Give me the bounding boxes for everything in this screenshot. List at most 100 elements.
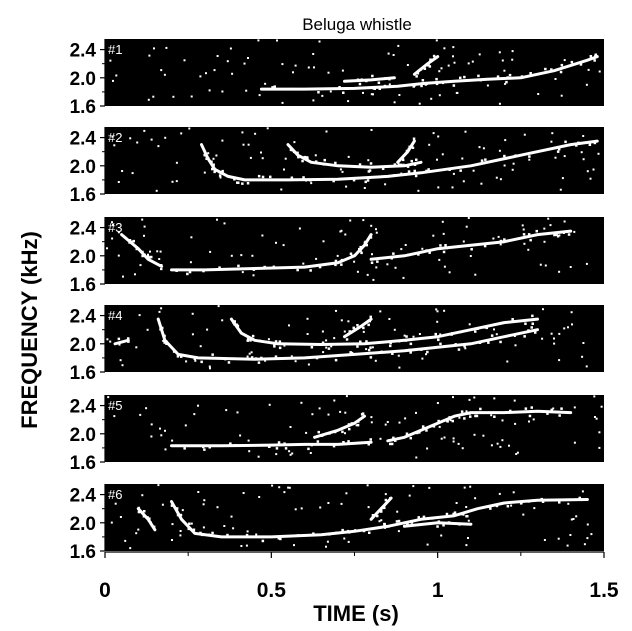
- trace-speck: [389, 442, 392, 446]
- noise-speck: [326, 540, 329, 543]
- noise-speck: [397, 354, 400, 357]
- noise-speck: [523, 242, 526, 245]
- trace-speck: [367, 323, 370, 327]
- noise-speck: [467, 519, 470, 522]
- noise-speck: [160, 69, 163, 72]
- noise-speck: [283, 491, 286, 494]
- noise-speck: [513, 335, 516, 337]
- trace-speck: [432, 425, 436, 428]
- noise-speck: [498, 51, 501, 54]
- trace-speck: [202, 445, 205, 449]
- trace-speck: [418, 431, 421, 434]
- noise-speck: [239, 434, 242, 437]
- trace-speck: [546, 412, 549, 415]
- noise-speck: [573, 230, 576, 233]
- noise-speck: [143, 234, 145, 237]
- trace-speck: [369, 356, 373, 359]
- noise-speck: [501, 439, 504, 442]
- x-axis: 0 0.5 1 1.5: [99, 551, 619, 602]
- trace-speck: [384, 498, 388, 502]
- trace-speck: [407, 147, 411, 151]
- noise-speck: [457, 442, 460, 445]
- y-tick-label: 1.6: [70, 97, 96, 118]
- noise-speck: [241, 271, 244, 274]
- y-tick-label: 1.6: [70, 275, 96, 296]
- noise-speck: [330, 345, 333, 348]
- noise-speck: [216, 55, 219, 57]
- noise-speck: [426, 543, 429, 546]
- trace-speck: [556, 150, 560, 153]
- noise-speck: [206, 328, 209, 331]
- noise-speck: [314, 154, 317, 157]
- noise-speck: [141, 218, 144, 221]
- noise-speck: [388, 318, 391, 320]
- noise-speck: [254, 132, 257, 135]
- noise-speck: [260, 151, 262, 154]
- trace-speck: [407, 253, 410, 257]
- noise-speck: [398, 94, 401, 96]
- noise-speck: [148, 54, 151, 57]
- trace-speck: [200, 360, 203, 364]
- trace-speck: [529, 72, 532, 75]
- trace-speck: [550, 408, 553, 412]
- noise-speck: [452, 440, 455, 443]
- trace-speck: [334, 358, 338, 362]
- trace-speck: [458, 523, 461, 526]
- trace-speck: [486, 505, 490, 508]
- spectrogram-panel-1: 1.6 2.0 2.4 #1: [70, 39, 604, 118]
- trace-speck: [476, 327, 479, 330]
- noise-speck: [537, 93, 540, 95]
- trace-speck: [444, 244, 447, 247]
- noise-speck: [298, 227, 301, 230]
- noise-speck: [379, 310, 382, 313]
- trace-speck: [278, 346, 282, 350]
- trace-speck: [369, 346, 372, 349]
- trace-speck: [392, 252, 395, 255]
- trace-speck: [459, 330, 462, 334]
- noise-speck: [325, 339, 328, 342]
- trace-speck: [425, 429, 428, 432]
- trace-speck: [152, 525, 156, 529]
- y-tick-label: 2.4: [70, 486, 97, 507]
- trace-speck: [321, 341, 325, 344]
- x-tick-label: 0.5: [257, 579, 287, 602]
- noise-speck: [147, 98, 150, 101]
- noise-speck: [171, 439, 174, 442]
- noise-speck: [473, 396, 476, 399]
- trace-speck: [520, 75, 524, 78]
- noise-speck: [514, 422, 517, 425]
- trace-speck: [277, 441, 281, 444]
- trace-speck: [499, 340, 502, 344]
- noise-speck: [310, 182, 313, 185]
- trace-speck: [161, 326, 164, 330]
- noise-speck: [225, 409, 228, 412]
- spectrogram-panel-2: 1.6 2.0 2.4 #2: [70, 127, 604, 206]
- noise-speck: [318, 407, 321, 410]
- trace-speck: [187, 527, 190, 531]
- noise-speck: [547, 217, 550, 220]
- noise-speck: [264, 359, 267, 362]
- noise-speck: [164, 136, 167, 139]
- noise-speck: [563, 155, 566, 158]
- noise-speck: [467, 62, 470, 65]
- trace-speck: [128, 241, 131, 244]
- trace-speck: [328, 432, 331, 435]
- trace-speck: [201, 533, 204, 537]
- noise-speck: [216, 218, 218, 221]
- noise-speck: [347, 155, 350, 158]
- y-tick-label: 2.4: [70, 129, 97, 150]
- trace-speck: [175, 507, 179, 510]
- trace-speck: [558, 501, 561, 504]
- trace-speck: [413, 163, 417, 166]
- noise-speck: [155, 189, 158, 192]
- noise-speck: [452, 437, 455, 440]
- noise-speck: [510, 504, 513, 507]
- trace-speck: [394, 439, 397, 442]
- trace-speck: [405, 432, 409, 435]
- trace-speck: [246, 338, 250, 341]
- trace-speck: [367, 443, 370, 446]
- trace-speck: [297, 155, 300, 159]
- trace-speck: [389, 497, 392, 500]
- trace-speck: [296, 534, 300, 537]
- noise-speck: [398, 421, 401, 424]
